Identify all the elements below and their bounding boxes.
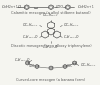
Text: $C_nH_{2n+1}O$: $C_nH_{2n+1}O$ [63,34,80,41]
Text: Curved-core mesogen (a banana form): Curved-core mesogen (a banana form) [16,78,86,82]
Text: $C_nH_{2n+1}O$: $C_nH_{2n+1}O$ [14,57,31,64]
Text: $OC_nH_{2n+1}$: $OC_nH_{2n+1}$ [63,22,80,29]
Text: $C_nH_{2n+1}O$: $C_nH_{2n+1}O$ [1,3,22,11]
Text: COO: COO [56,5,64,9]
Text: COO: COO [29,65,35,69]
Text: $OC_nH_{2n+1}$: $OC_nH_{2n+1}$ [22,22,39,29]
Text: $C_nH_{2n+1}O$: $C_nH_{2n+1}O$ [22,34,39,41]
Text: OOC: OOC [67,65,73,69]
Text: $OC_nH_{2n+1}$: $OC_nH_{2n+1}$ [42,12,60,19]
Text: $C_nH_{2n+1}O$: $C_nH_{2n+1}O$ [42,44,60,51]
Text: Discotic mesogen (hexa alkoxy triphenylene): Discotic mesogen (hexa alkoxy triphenyle… [11,44,91,48]
Text: $OC_nH_{2n+1}$: $OC_nH_{2n+1}$ [80,62,97,69]
Text: Calamitic mesogen (a alkyl stilbene butanol): Calamitic mesogen (a alkyl stilbene buta… [11,11,91,15]
Text: $C_nH_{2n+1}$: $C_nH_{2n+1}$ [77,3,95,11]
